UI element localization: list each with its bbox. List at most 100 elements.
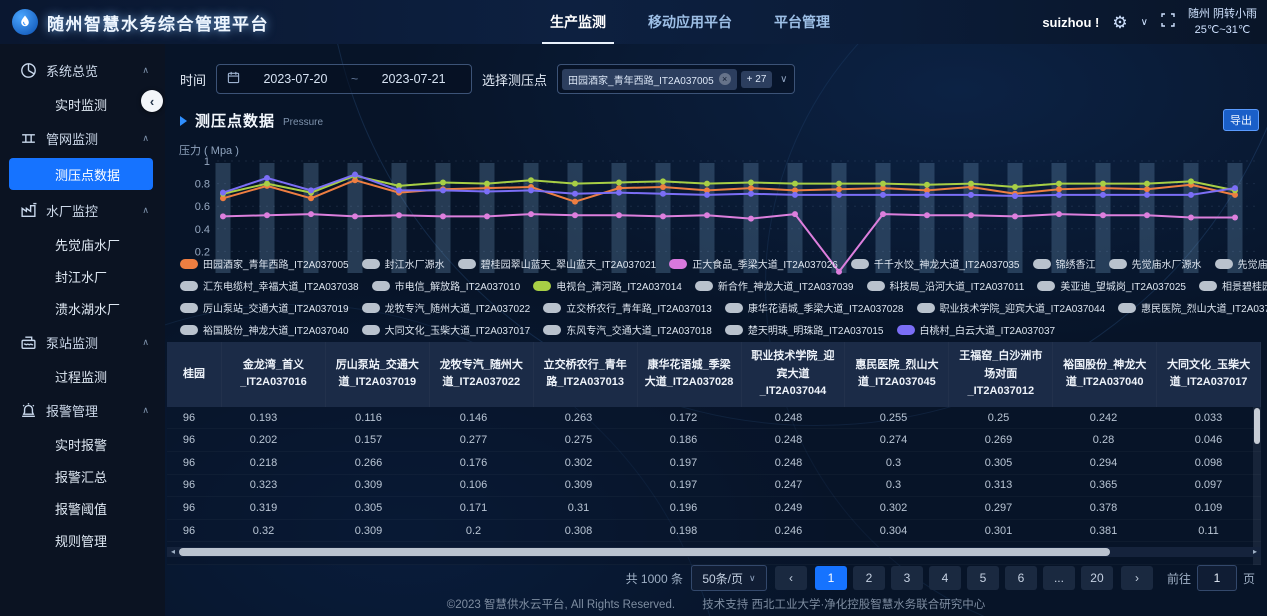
- legend-item[interactable]: 先觉庙前门泵站_裕民一队_IT2A02B017: [1214, 256, 1267, 271]
- data-point[interactable]: [1188, 214, 1194, 221]
- collapse-sidebar-button[interactable]: ‹: [141, 90, 163, 112]
- sidebar-item[interactable]: 封江水厂: [55, 269, 108, 285]
- legend-item[interactable]: 美亚迪_望城岗_IT2A037025: [1037, 278, 1186, 293]
- data-point[interactable]: [968, 180, 974, 187]
- data-point[interactable]: [616, 179, 622, 186]
- table-row[interactable]: 96 0.32 0.309 0.2 0.308 0.198 0.246 0.304 0.301 0…: [167, 520, 1261, 543]
- data-point[interactable]: [616, 185, 622, 192]
- legend-item[interactable]: 汇东电缆村_幸福大道_IT2A037038: [180, 278, 359, 293]
- page-button[interactable]: 5: [966, 566, 999, 590]
- data-point[interactable]: [528, 211, 534, 218]
- data-point[interactable]: [396, 182, 402, 189]
- table-row[interactable]: 96 0.319 0.305 0.171 0.31 0.196 0.249 0.302 0.29…: [167, 497, 1261, 520]
- page-button[interactable]: 1: [814, 566, 847, 590]
- data-point[interactable]: [1144, 180, 1150, 187]
- data-point[interactable]: [704, 191, 710, 198]
- sidebar-item[interactable]: 过程监测: [55, 369, 108, 385]
- data-point[interactable]: [1012, 183, 1018, 190]
- legend-item[interactable]: 龙牧专汽_随州大道_IT2A037022: [361, 300, 530, 315]
- data-point[interactable]: [1056, 180, 1062, 187]
- page-button[interactable]: 6: [1004, 566, 1037, 590]
- legend-item[interactable]: 封江水厂源水: [361, 256, 445, 271]
- data-point[interactable]: [572, 190, 578, 197]
- data-point[interactable]: [924, 187, 930, 194]
- data-point[interactable]: [836, 191, 842, 198]
- end-date-input[interactable]: 2023-07-21: [381, 72, 446, 86]
- sidebar-group[interactable]: 管网监测 ∧: [0, 120, 165, 156]
- goto-page-input[interactable]: [1196, 565, 1237, 591]
- h-scroll-track[interactable]: [179, 547, 1249, 557]
- data-point[interactable]: [396, 187, 402, 194]
- data-point[interactable]: [704, 180, 710, 187]
- data-point[interactable]: [1056, 191, 1062, 198]
- data-point[interactable]: [748, 179, 754, 186]
- legend-item[interactable]: 先觉庙水厂源水: [1108, 256, 1202, 271]
- next-page-button[interactable]: ›: [1120, 566, 1153, 590]
- data-point[interactable]: [264, 212, 270, 219]
- data-point[interactable]: [1100, 191, 1106, 198]
- sidebar-item[interactable]: 溃水湖水厂: [55, 301, 121, 317]
- data-point[interactable]: [968, 191, 974, 198]
- sidebar-item[interactable]: 实时监测: [55, 97, 108, 113]
- page-button[interactable]: 2: [852, 566, 885, 590]
- legend-item[interactable]: 康华花语城_季梁大道_IT2A037028: [724, 300, 904, 315]
- data-point[interactable]: [440, 213, 446, 220]
- legend-item[interactable]: 东风专汽_交通大道_IT2A037018: [543, 322, 712, 337]
- data-point[interactable]: [1144, 212, 1150, 219]
- data-point[interactable]: [880, 180, 886, 187]
- nav-tab[interactable]: 生产监测: [542, 14, 614, 44]
- data-point[interactable]: [1232, 214, 1238, 221]
- data-point[interactable]: [616, 212, 622, 219]
- data-point[interactable]: [308, 187, 314, 194]
- data-point[interactable]: [528, 187, 534, 194]
- data-point[interactable]: [792, 180, 798, 187]
- legend-item[interactable]: 正大食品_季梁大道_IT2A037026: [669, 256, 838, 271]
- page-button[interactable]: 3: [890, 566, 923, 590]
- legend-item[interactable]: 惠民医院_烈山大道_IT2A037045: [1118, 300, 1267, 315]
- data-point[interactable]: [572, 198, 578, 205]
- legend-item[interactable]: 职业技术学院_迎宾大道_IT2A037044: [916, 300, 1105, 315]
- sidebar-group[interactable]: 系统总览 ∧: [0, 52, 165, 88]
- nav-tab[interactable]: 平台管理: [774, 14, 830, 30]
- data-point[interactable]: [924, 212, 930, 219]
- data-point[interactable]: [1056, 186, 1062, 193]
- gear-icon[interactable]: ⚙: [1112, 12, 1128, 32]
- legend-item[interactable]: 裕国股份_神龙大道_IT2A037040: [180, 322, 349, 337]
- table-row[interactable]: 96 0.323 0.309 0.106 0.309 0.197 0.247 0.3 0.313…: [167, 475, 1261, 498]
- user-name[interactable]: suizhou !: [1042, 14, 1100, 30]
- data-point[interactable]: [748, 190, 754, 197]
- data-point[interactable]: [484, 180, 490, 187]
- data-point[interactable]: [220, 213, 226, 220]
- data-point[interactable]: [660, 213, 666, 220]
- data-point[interactable]: [264, 174, 270, 181]
- legend-item[interactable]: 科技局_沿河大道_IT2A037011: [866, 278, 1024, 293]
- data-point[interactable]: [1012, 213, 1018, 220]
- sidebar-group[interactable]: 泵站监测 ∧: [0, 324, 165, 360]
- data-point[interactable]: [792, 211, 798, 218]
- legend-item[interactable]: 新合作_神龙大道_IT2A037039: [694, 278, 854, 293]
- prev-page-button[interactable]: ‹: [774, 566, 807, 590]
- sidebar-item[interactable]: 报警阈值: [55, 501, 108, 517]
- legend-item[interactable]: 楚天明珠_明珠路_IT2A037015: [724, 322, 884, 337]
- data-point[interactable]: [352, 177, 358, 184]
- data-point[interactable]: [220, 189, 226, 196]
- data-point[interactable]: [396, 212, 402, 219]
- data-point[interactable]: [924, 191, 930, 198]
- legend-item[interactable]: 千千水饺_神龙大道_IT2A037035: [850, 256, 1020, 271]
- data-point[interactable]: [352, 213, 358, 220]
- sidebar-group[interactable]: 报警管理 ∧: [0, 392, 165, 428]
- legend-item[interactable]: 碧桂园翠山蓝天_翠山蓝天_IT2A037021: [457, 256, 656, 271]
- data-point[interactable]: [660, 178, 666, 185]
- data-point[interactable]: [1232, 191, 1238, 198]
- chevron-down-icon[interactable]: ∨: [1140, 16, 1148, 28]
- data-point[interactable]: [748, 185, 754, 192]
- sidebar-item[interactable]: 先觉庙水厂: [55, 237, 121, 253]
- v-scrollbar[interactable]: [1253, 406, 1261, 565]
- legend-item[interactable]: 电视台_清河路_IT2A037014: [533, 278, 682, 293]
- legend-item[interactable]: 厉山泵站_交通大道_IT2A037019: [180, 300, 349, 315]
- sidebar-item[interactable]: 测压点数据: [9, 158, 153, 190]
- data-point[interactable]: [836, 180, 842, 187]
- point-multiselect[interactable]: 田园酒家_青年西路_IT2A037005 × + 27 ∨: [557, 64, 796, 94]
- h-scroll-left-arrow[interactable]: ◂: [170, 547, 175, 556]
- data-point[interactable]: [440, 179, 446, 186]
